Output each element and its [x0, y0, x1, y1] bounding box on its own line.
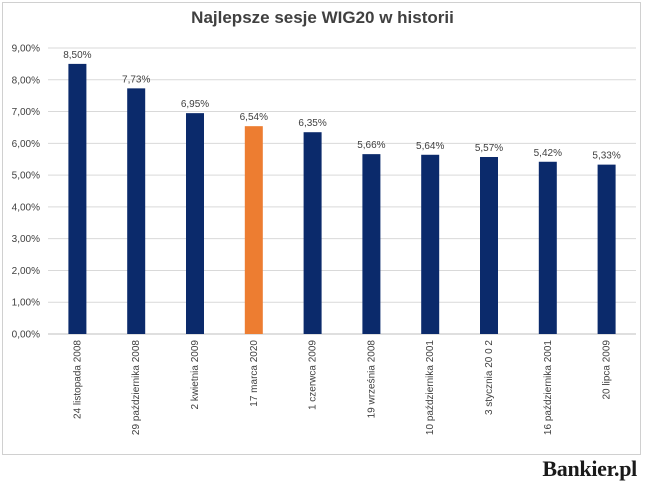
data-label: 8,50%	[63, 50, 91, 61]
y-tick-label: 3,00%	[12, 234, 40, 245]
bar	[480, 156, 498, 334]
bar	[68, 63, 87, 335]
y-tick-label: 9,00%	[12, 44, 40, 55]
x-tick-label: 10 października 2001	[425, 340, 436, 436]
bar	[244, 126, 263, 334]
bar	[538, 161, 557, 334]
x-tick-label: 2 kwietnia 2009	[190, 340, 201, 410]
y-tick-label: 5,00%	[12, 171, 40, 182]
data-label: 6,54%	[240, 112, 268, 123]
x-tick-label: 17 marca 2020	[249, 340, 260, 407]
data-label: 5,57%	[475, 143, 503, 154]
x-tick-label: 16 października 2001	[543, 340, 554, 436]
bar	[186, 113, 204, 335]
y-tick-label: 7,00%	[12, 107, 40, 118]
y-tick-label: 8,00%	[12, 75, 40, 86]
bar	[362, 154, 381, 334]
x-tick-label: 24 listopada 2008	[72, 340, 83, 419]
bankier-logo: Bankier.pl	[542, 456, 637, 481]
data-label: 5,42%	[534, 148, 562, 159]
bar	[303, 132, 322, 334]
data-label: 7,73%	[122, 74, 150, 85]
bar	[127, 88, 146, 334]
x-tick-label: 29 października 2008	[131, 340, 142, 436]
bar	[421, 154, 440, 334]
x-tick-label: 3 stycznia 20 0 2	[484, 340, 495, 415]
x-tick-label: 1 czerwca 2009	[308, 340, 319, 410]
y-tick-label: 1,00%	[12, 298, 40, 309]
x-tick-label: 19 września 2008	[366, 340, 377, 419]
y-tick-label: 4,00%	[12, 202, 40, 213]
data-label: 5,66%	[357, 140, 385, 151]
bar	[597, 164, 616, 334]
chart-title: Najlepsze sesje WIG20 w historii	[191, 8, 454, 27]
y-tick-label: 0,00%	[12, 330, 40, 341]
y-tick-label: 6,00%	[12, 139, 40, 150]
data-label: 6,35%	[298, 118, 326, 129]
y-tick-label: 2,00%	[12, 266, 40, 277]
data-label: 6,95%	[181, 99, 209, 110]
data-label: 5,64%	[416, 141, 444, 152]
data-label: 5,33%	[592, 151, 620, 162]
x-tick-label: 20 lipca 2009	[602, 340, 613, 400]
